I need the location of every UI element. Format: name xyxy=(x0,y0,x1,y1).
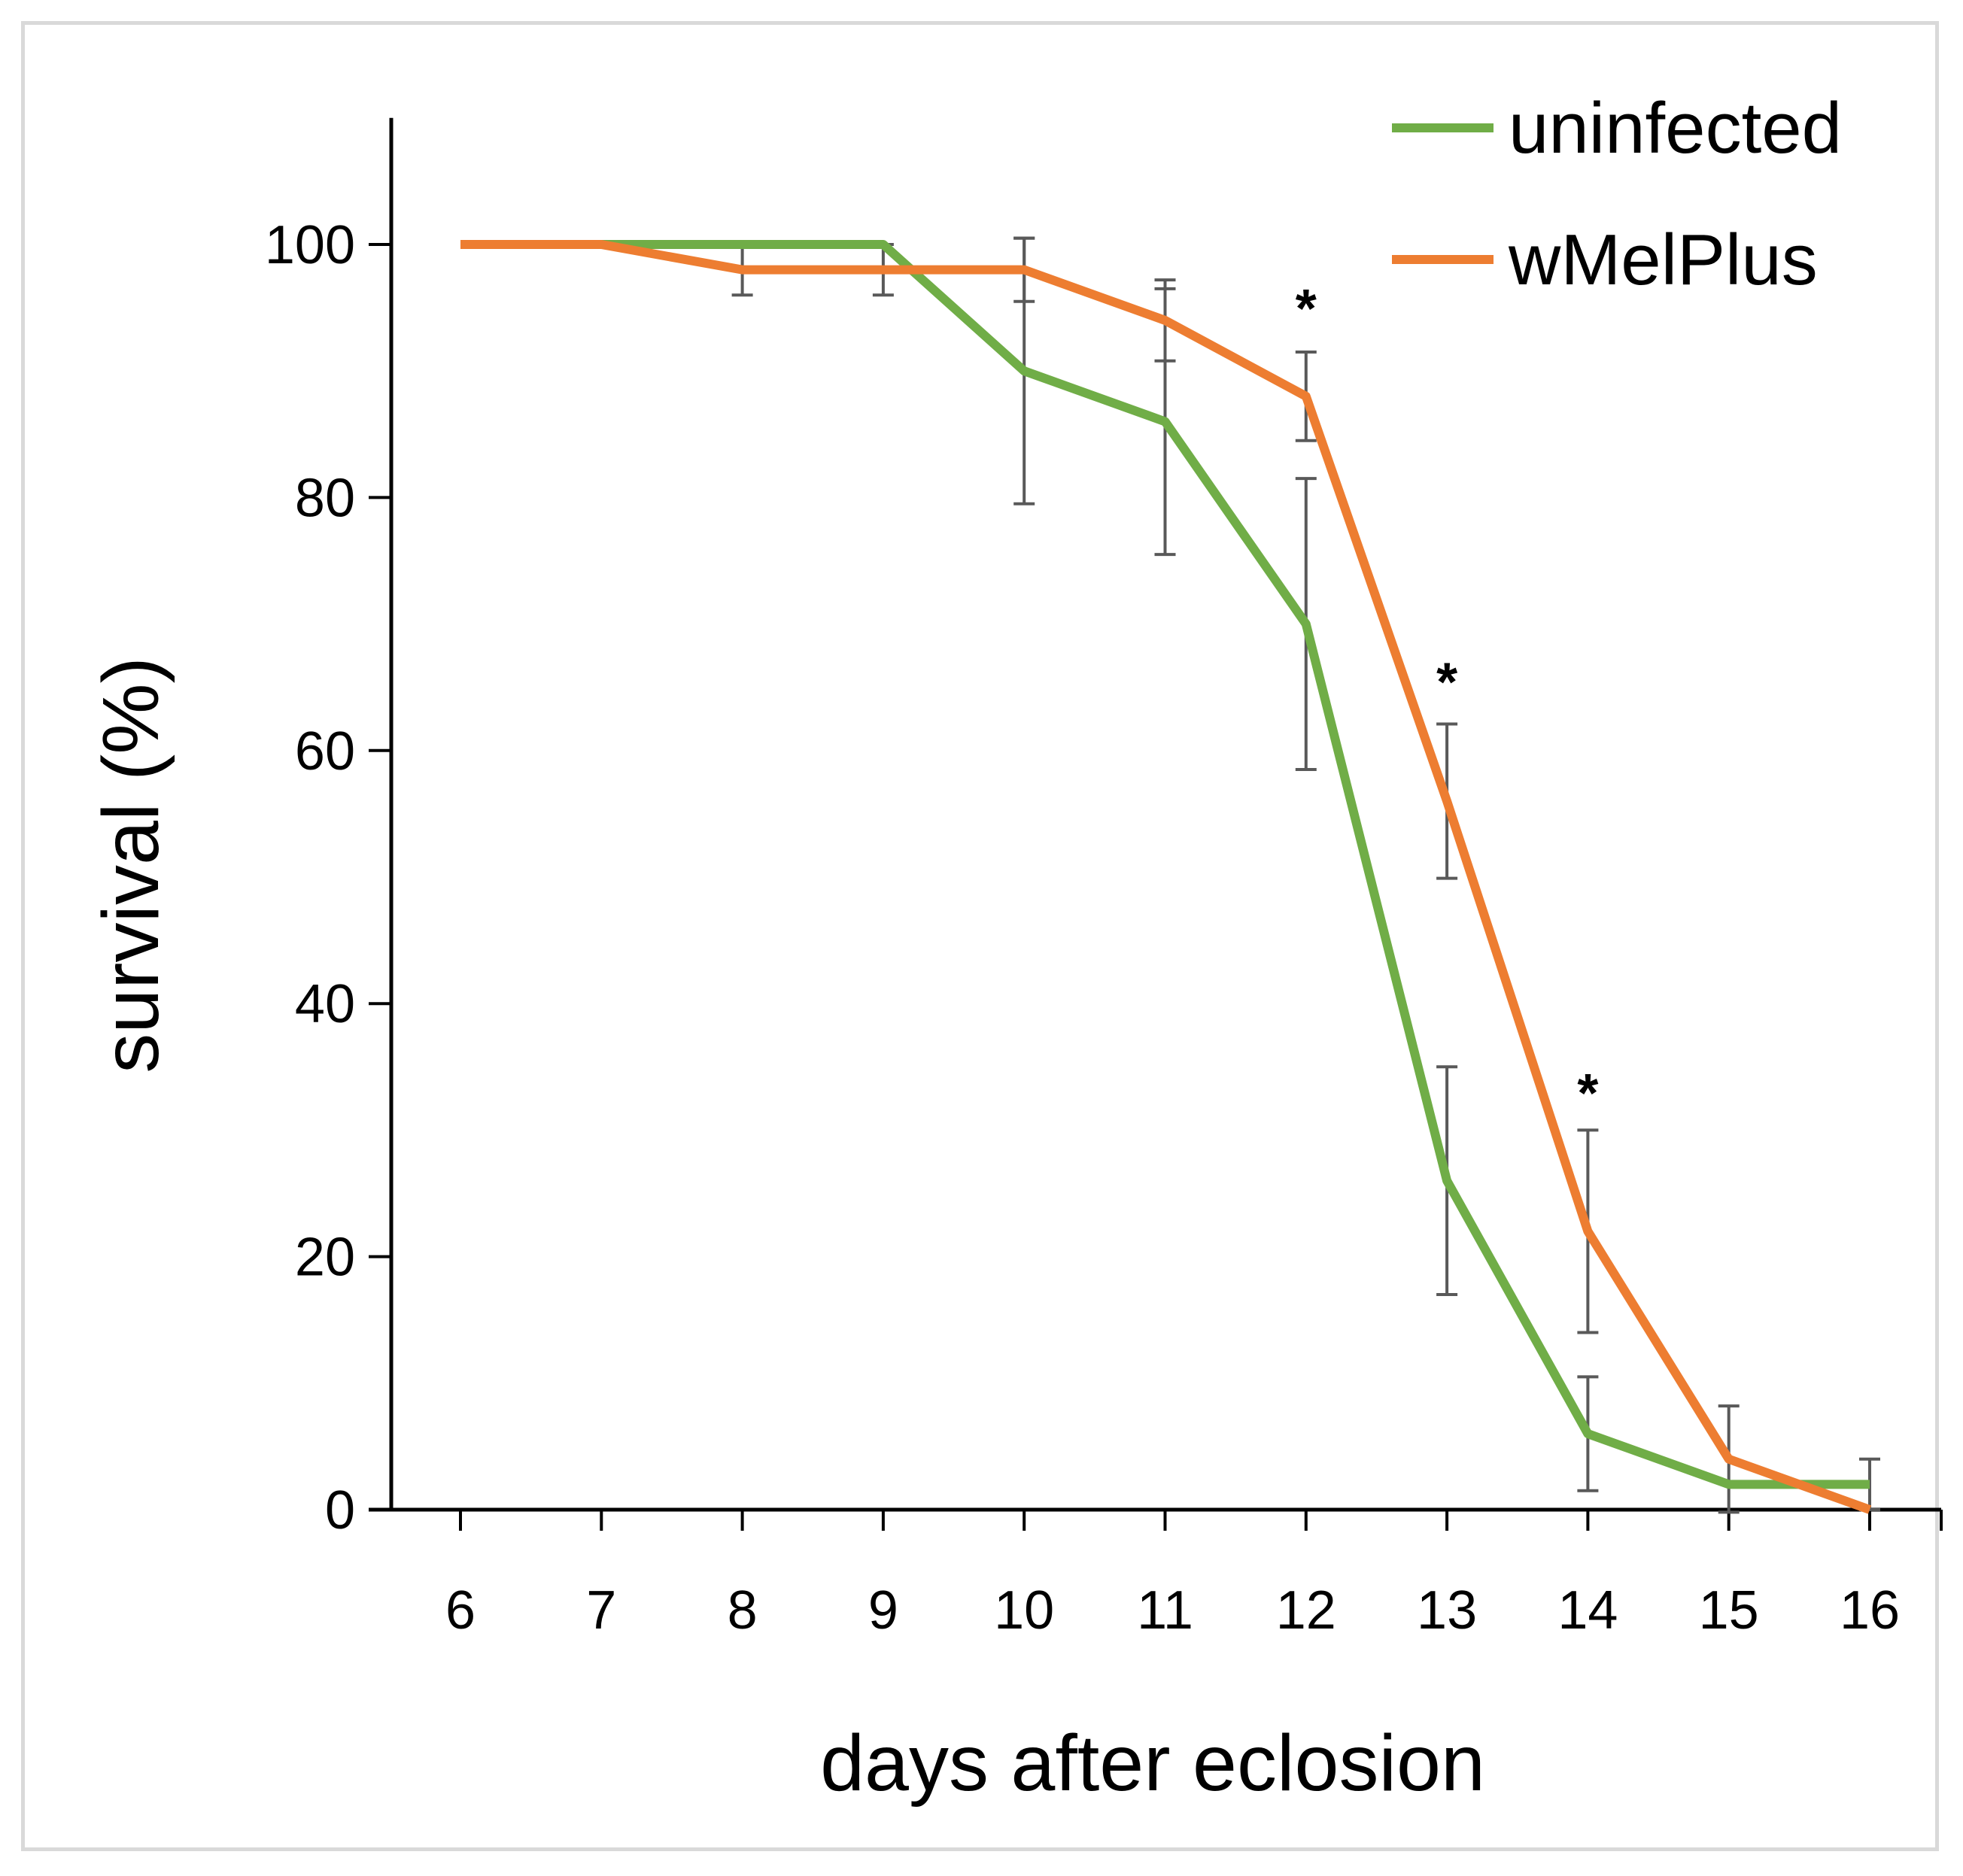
y-tick-label: 100 xyxy=(265,215,355,275)
x-tick-label: 10 xyxy=(994,1580,1054,1641)
error-bars xyxy=(731,236,1880,1514)
y-tick-label: 40 xyxy=(295,974,355,1034)
legend-label: uninfected xyxy=(1509,88,1842,168)
series-line-wmelplus xyxy=(460,240,1872,1514)
series-line-uninfected xyxy=(460,240,1870,1489)
significance-annotations: * * * xyxy=(1296,279,1599,1124)
x-tick-label: 13 xyxy=(1417,1580,1477,1641)
significance-asterisk: * xyxy=(1296,279,1317,339)
x-tick-label: 8 xyxy=(728,1580,758,1641)
y-axis-title: survival (%) xyxy=(87,657,175,1073)
significance-asterisk: * xyxy=(1577,1064,1598,1124)
x-tick-label: 9 xyxy=(868,1580,898,1641)
x-tick-label: 14 xyxy=(1557,1580,1618,1641)
significance-asterisk: * xyxy=(1436,652,1457,712)
x-tick-label: 11 xyxy=(1137,1580,1193,1641)
y-tick-label: 60 xyxy=(295,721,355,782)
legend-label: wMelPlus xyxy=(1508,220,1818,300)
y-tick-label: 80 xyxy=(295,468,355,528)
x-tick-label: 16 xyxy=(1840,1580,1900,1641)
x-tick-label: 12 xyxy=(1276,1580,1336,1641)
x-tick-label: 15 xyxy=(1699,1580,1759,1641)
series-lines xyxy=(460,240,1872,1514)
x-axis-title: days after eclosion xyxy=(820,1719,1485,1808)
legend: uninfected wMelPlus xyxy=(1392,88,1842,300)
y-tick-label: 20 xyxy=(295,1228,355,1288)
x-tick-label: 6 xyxy=(445,1580,476,1641)
y-tick-label: 0 xyxy=(325,1480,355,1541)
axes: 0 20 40 60 80 100 6 7 8 9 10 11 12 13 14 15 16 xyxy=(265,117,1943,1641)
x-tick-label: 7 xyxy=(586,1580,616,1641)
